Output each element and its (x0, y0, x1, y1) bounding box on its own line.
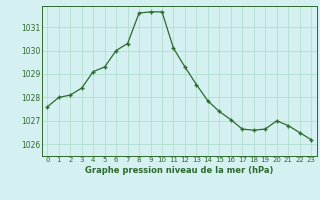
X-axis label: Graphe pression niveau de la mer (hPa): Graphe pression niveau de la mer (hPa) (85, 166, 273, 175)
